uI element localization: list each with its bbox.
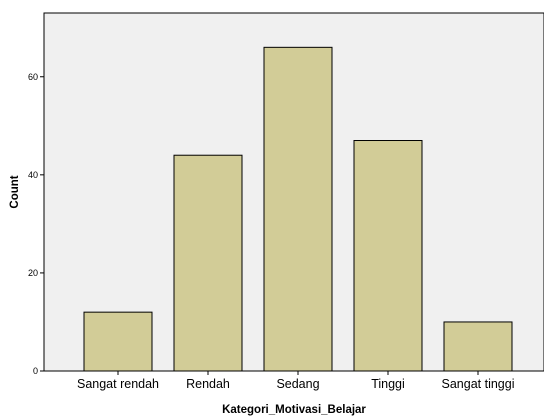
- bar-sangat-rendah: [83, 311, 153, 372]
- x-tick-label: Tinggi: [371, 377, 405, 391]
- y-tick-label: 60: [28, 72, 38, 82]
- y-tick-label: 0: [33, 366, 38, 376]
- x-axis-title: Kategori_Motivasi_Belajar: [222, 404, 366, 416]
- bar-sangat-tinggi: [443, 321, 513, 372]
- x-tick-label: Rendah: [186, 377, 230, 391]
- x-tick-label: Sedang: [276, 377, 319, 391]
- x-tick-label: Sangat tinggi: [442, 377, 515, 391]
- x-tick-label: Sangat rendah: [77, 377, 159, 391]
- bar-tinggi: [353, 140, 423, 372]
- y-tick-label: 20: [28, 268, 38, 278]
- y-axis-title: Count: [9, 175, 21, 208]
- x-axis: Sangat rendah Rendah Sedang Tinggi Sangat ti…: [77, 371, 515, 391]
- bar-sedang: [263, 46, 333, 372]
- y-tick-label: 40: [28, 170, 38, 180]
- y-axis: 0 20 40 60: [28, 72, 44, 376]
- bar-rendah: [173, 154, 243, 372]
